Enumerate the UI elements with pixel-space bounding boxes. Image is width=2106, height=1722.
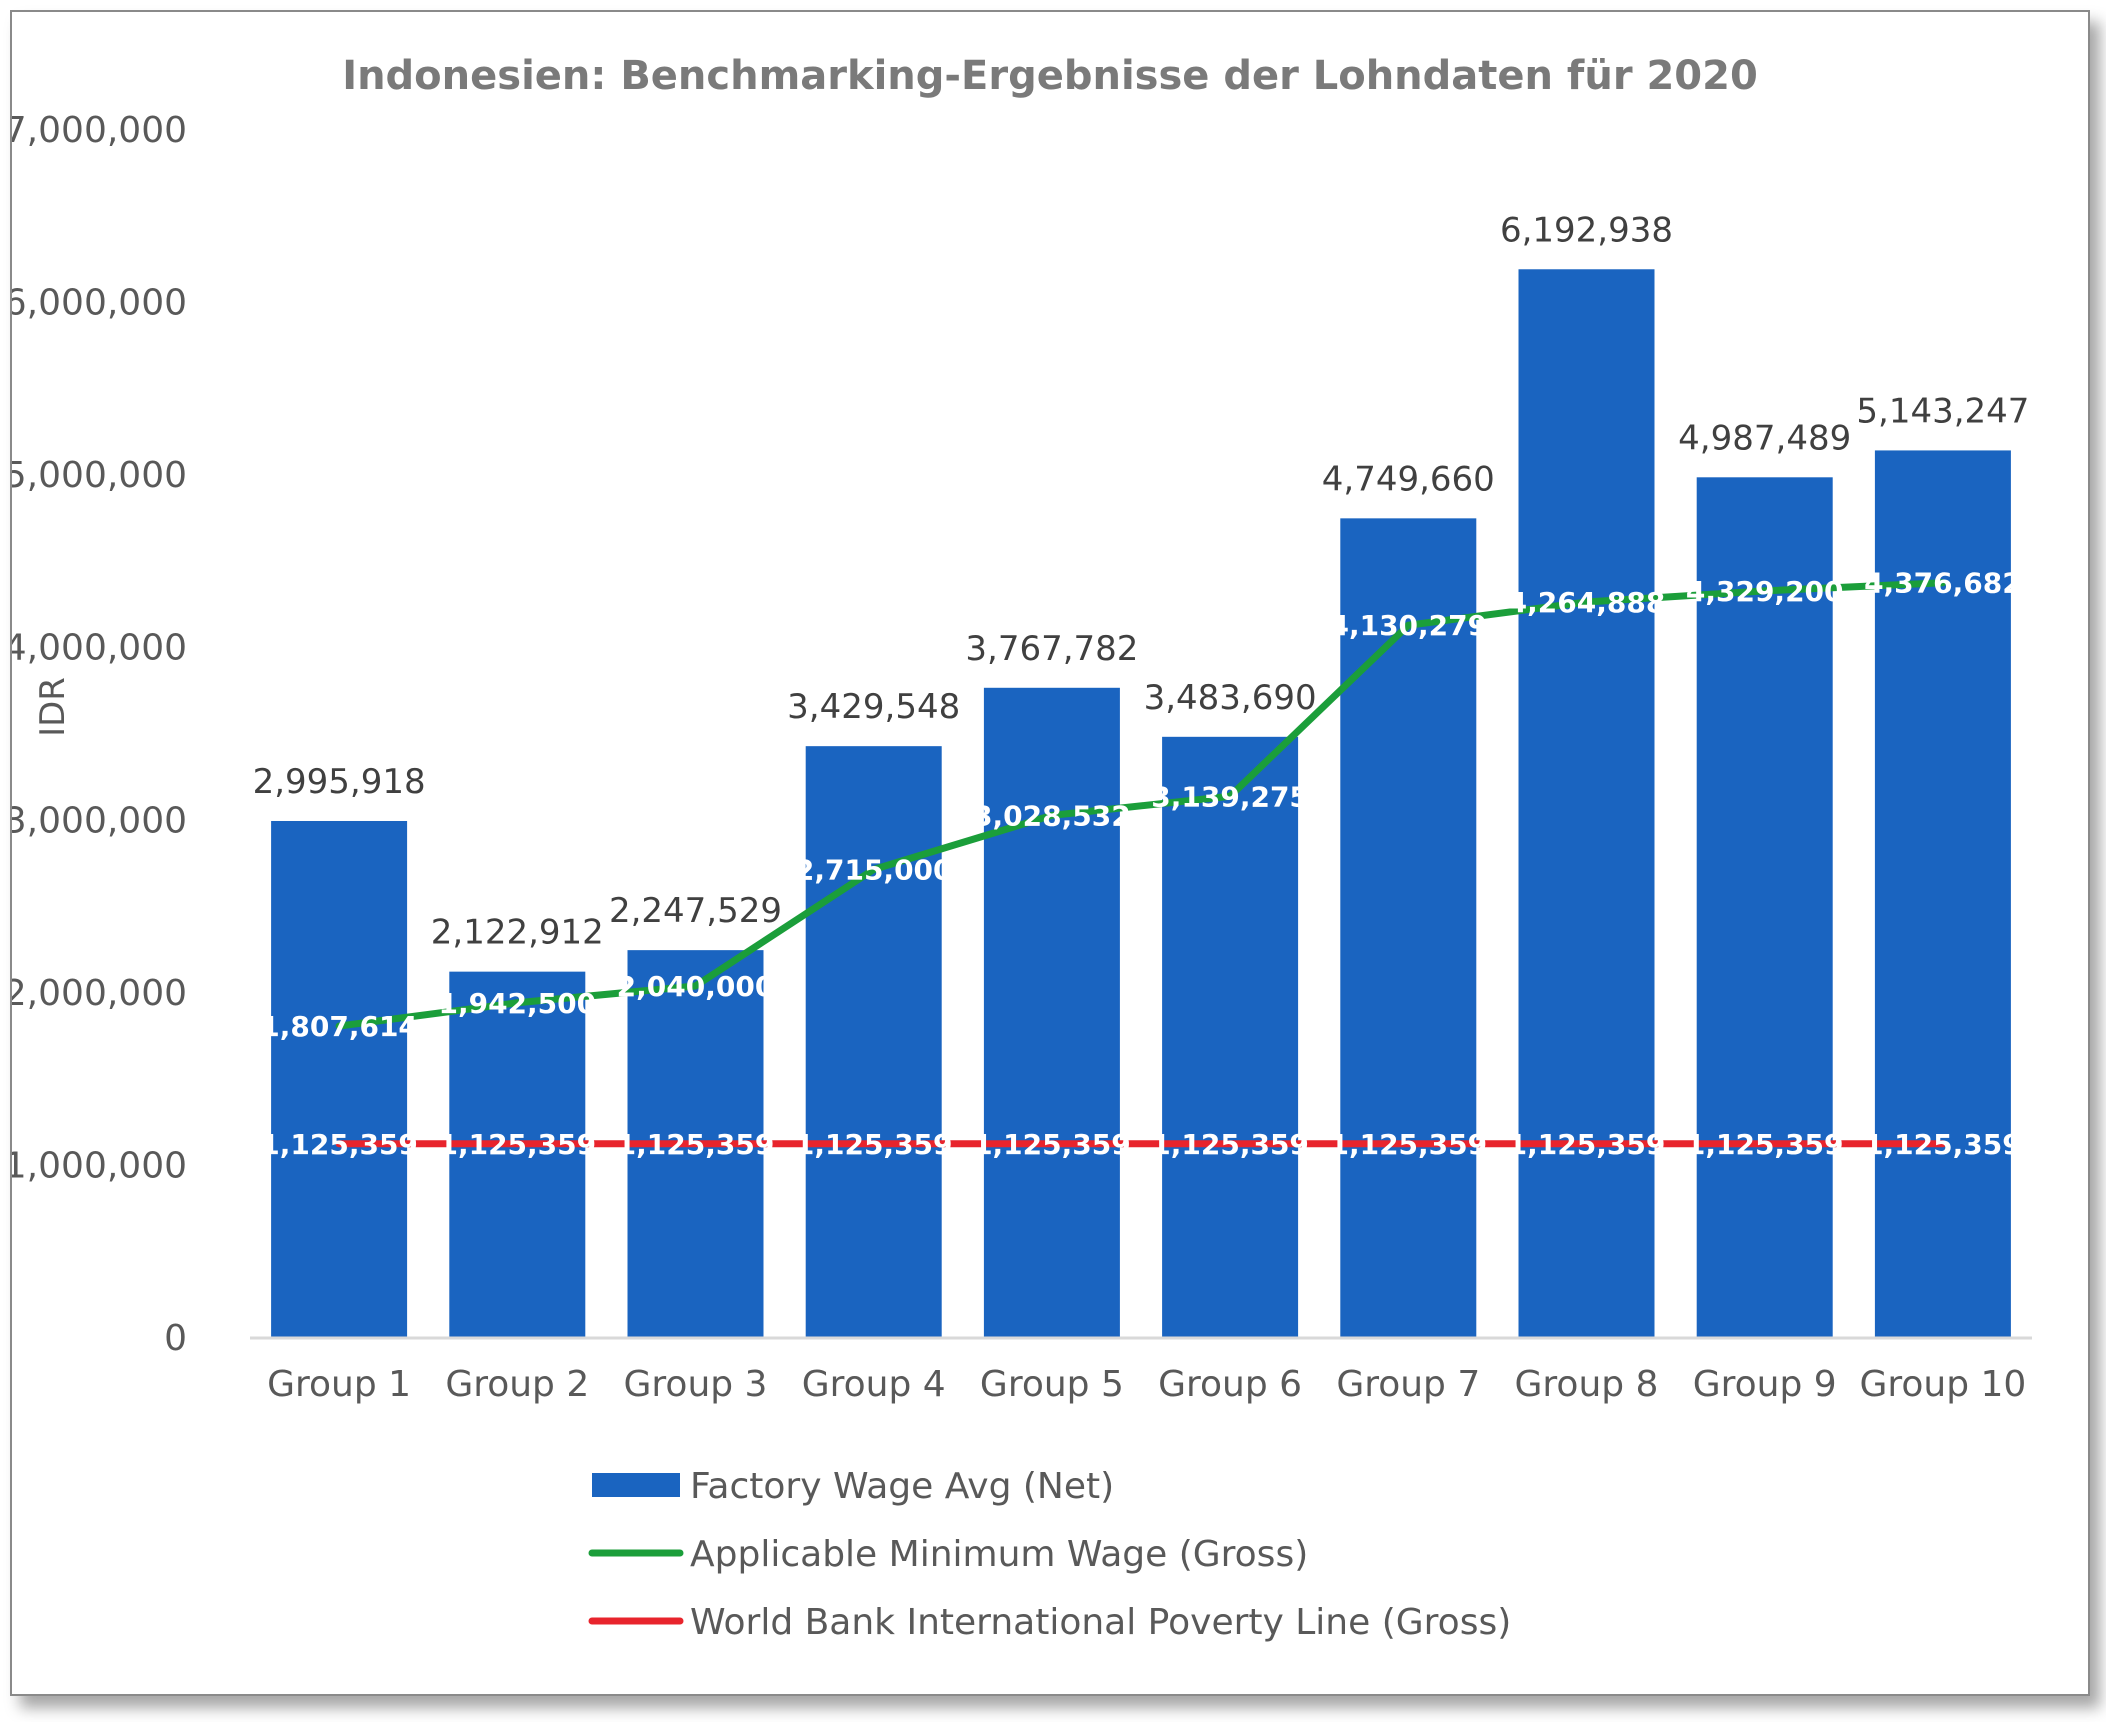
bar-data-label: 4,749,660 xyxy=(1322,459,1495,499)
legend-swatch xyxy=(592,1473,680,1497)
line-data-label: 1,125,359 xyxy=(973,1128,1131,1161)
bar-data-label: 3,483,690 xyxy=(1144,678,1317,718)
x-tick-label: Group 2 xyxy=(445,1364,589,1405)
legend: Factory Wage Avg (Net) Applicable Minimum… xyxy=(588,1466,1511,1643)
line-data-label: 4,264,888 xyxy=(1508,586,1666,619)
y-tick-label: 1,000,000 xyxy=(12,1145,187,1186)
y-tick-label: 3,000,000 xyxy=(12,800,187,841)
bar xyxy=(1696,477,1833,1339)
y-axis-ticks: 0 1,000,000 2,000,000 3,000,000 4,000,000 5,0… xyxy=(12,110,187,1359)
bar xyxy=(1518,269,1655,1338)
line-data-label: 1,125,359 xyxy=(1508,1128,1666,1161)
bar xyxy=(449,971,586,1338)
y-tick-label: 6,000,000 xyxy=(12,283,187,324)
x-tick-label: Group 1 xyxy=(267,1364,411,1405)
x-tick-label: Group 8 xyxy=(1515,1364,1659,1405)
line-data-label: 1,125,359 xyxy=(1151,1128,1309,1161)
bar-data-label: 2,247,529 xyxy=(609,891,782,931)
line-data-label: 1,125,359 xyxy=(260,1128,418,1161)
bar-data-label: 3,767,782 xyxy=(965,629,1138,669)
line-data-label: 2,040,000 xyxy=(617,970,775,1003)
series-line xyxy=(335,579,1947,1030)
bar-line-chart: Indonesien: Benchmarking-Ergebnisse der … xyxy=(12,53,2032,1643)
line-data-label: 1,125,359 xyxy=(1329,1128,1487,1161)
bar-data-label: 5,143,247 xyxy=(1856,391,2029,431)
bar-data-label: 6,192,938 xyxy=(1500,210,1673,250)
legend-label: Applicable Minimum Wage (Gross) xyxy=(690,1534,1308,1575)
legend-label: Factory Wage Avg (Net) xyxy=(690,1466,1114,1507)
legend-label: World Bank International Poverty Line (G… xyxy=(690,1602,1511,1643)
x-tick-label: Group 6 xyxy=(1158,1364,1302,1405)
bar xyxy=(1340,518,1477,1338)
line-data-label: 3,028,532 xyxy=(973,799,1131,832)
bar-data-label: 2,995,918 xyxy=(253,762,426,802)
x-tick-label: Group 4 xyxy=(802,1364,946,1405)
line-data-label: 4,376,682 xyxy=(1864,567,2022,600)
x-tick-label: Group 5 xyxy=(980,1364,1124,1405)
x-tick-label: Group 10 xyxy=(1859,1364,2026,1405)
line-data-label: 4,329,200 xyxy=(1686,575,1844,608)
line-data-label: 1,942,500 xyxy=(438,987,596,1020)
y-tick-label: 4,000,000 xyxy=(12,628,187,669)
line-data-label: 3,139,275 xyxy=(1151,780,1309,813)
series-lines xyxy=(335,579,1947,1148)
line-data-labels: 1,807,614 1,942,500 2,040,000 2,715,000 3,02… xyxy=(260,567,2021,1161)
y-tick-label: 5,000,000 xyxy=(12,455,187,496)
bar xyxy=(271,820,408,1338)
x-tick-label: Group 9 xyxy=(1693,1364,1837,1405)
line-data-label: 1,125,359 xyxy=(1864,1128,2022,1161)
x-tick-label: Group 7 xyxy=(1336,1364,1480,1405)
bar xyxy=(805,746,942,1338)
bar xyxy=(1874,450,2011,1339)
y-tick-label: 2,000,000 xyxy=(12,973,187,1014)
line-data-label: 4,130,279 xyxy=(1329,609,1487,642)
bars-factory-wage xyxy=(271,269,2011,1339)
line-data-label: 1,125,359 xyxy=(438,1128,596,1161)
line-data-label: 2,715,000 xyxy=(795,853,953,886)
line-data-label: 1,807,614 xyxy=(260,1010,418,1043)
line-data-label: 1,125,359 xyxy=(617,1128,775,1161)
bar-data-label: 4,987,489 xyxy=(1678,418,1851,458)
bar xyxy=(1162,736,1299,1338)
bar-data-label: 3,429,548 xyxy=(787,687,960,727)
chart-title: Indonesien: Benchmarking-Ergebnisse der … xyxy=(342,53,1758,99)
line-data-label: 1,125,359 xyxy=(795,1128,953,1161)
chart-frame: Indonesien: Benchmarking-Ergebnisse der … xyxy=(10,10,2090,1696)
y-axis-label: IDR xyxy=(33,677,73,737)
x-tick-label: Group 3 xyxy=(624,1364,768,1405)
line-data-label: 1,125,359 xyxy=(1686,1128,1844,1161)
bar-data-label: 2,122,912 xyxy=(431,913,604,953)
y-tick-label: 0 xyxy=(164,1318,187,1359)
y-tick-label: 7,000,000 xyxy=(12,110,187,151)
x-axis-ticks: Group 1 Group 2 Group 3 Group 4 Group 5 Group… xyxy=(267,1364,2026,1405)
bar xyxy=(983,687,1120,1338)
